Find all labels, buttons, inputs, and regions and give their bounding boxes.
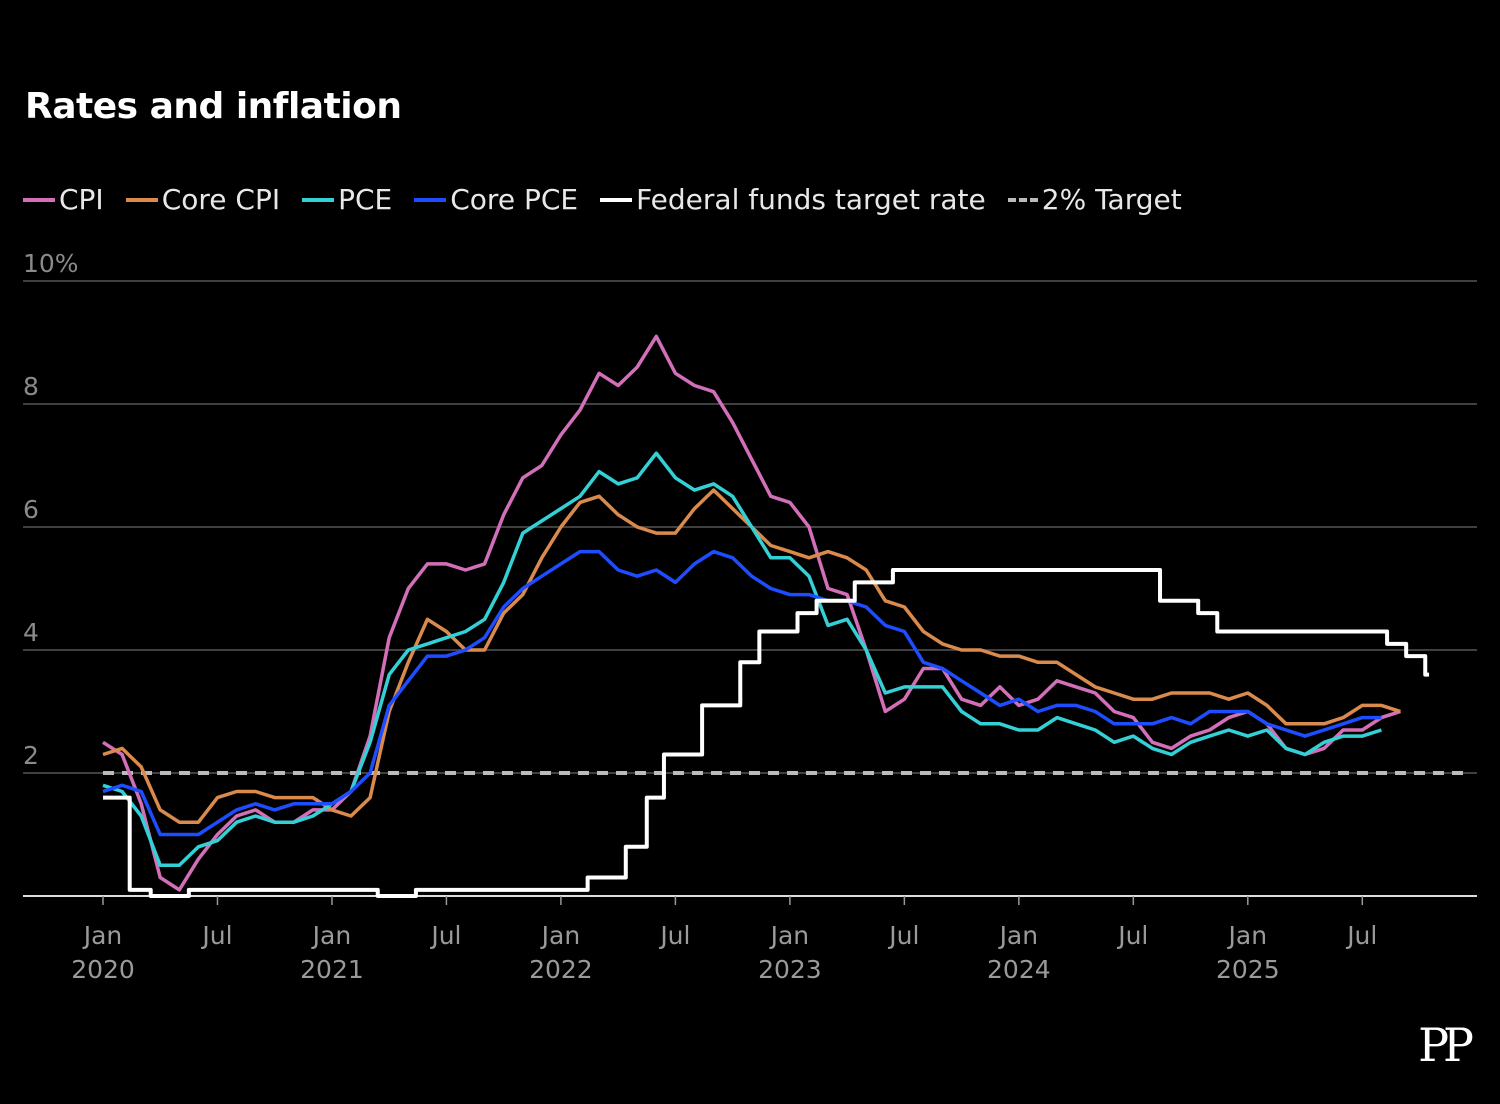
x-tick-label: Jan [1227, 921, 1268, 950]
x-tick-label: Jan [82, 921, 123, 950]
x-tick-label: Jul [658, 921, 690, 950]
x-tick-label-year: 2021 [300, 955, 364, 984]
chart-title: Rates and inflation [25, 86, 402, 127]
legend-swatch [302, 197, 335, 202]
legend-swatch [600, 197, 633, 202]
legend-label: Core PCE [450, 183, 579, 216]
legend-item: Core PCE [414, 183, 578, 216]
x-tick-label: Jul [1345, 921, 1377, 950]
y-tick-label: 8 [23, 372, 39, 401]
pce-line [102, 451, 1382, 868]
legend-swatch [414, 197, 447, 202]
x-tick-label: Jul [200, 921, 232, 950]
x-tick-label-year: 2024 [987, 955, 1051, 984]
legend-item: 2% Target [1007, 183, 1182, 216]
y-tick-label: 2 [23, 741, 39, 770]
legend-item: PCE [302, 183, 392, 216]
x-tick-label-year: 2022 [529, 955, 593, 984]
y-tick-label: 10% [23, 249, 79, 278]
legend-item: Core CPI [125, 183, 281, 216]
publisher-logo: PP [1418, 1018, 1474, 1072]
x-tick-label-year: 2025 [1216, 955, 1280, 984]
legend-item: Federal funds target rate [600, 183, 986, 216]
x-tick-label: Jul [429, 921, 461, 950]
x-tick-label: Jul [1116, 921, 1148, 950]
legend-label: Federal funds target rate [636, 183, 986, 216]
x-tick-label-year: 2023 [758, 955, 822, 984]
x-tick-label: Jan [311, 921, 352, 950]
x-tick-label: Jul [887, 921, 919, 950]
x-tick-label: Jan [540, 921, 581, 950]
x-tick-label: Jan [769, 921, 810, 950]
legend-item: CPI [23, 183, 104, 216]
y-tick-label: 4 [23, 618, 39, 647]
x-tick-label-year: 2020 [71, 955, 135, 984]
legend-label: CPI [59, 183, 104, 216]
core-pce-line [102, 549, 1382, 837]
y-tick-label: 6 [23, 495, 39, 524]
legend-swatch [1007, 197, 1038, 202]
legend: CPI Core CPI PCE Core PCE Federal funds targ… [23, 183, 1182, 216]
legend-label: PCE [338, 183, 393, 216]
legend-label: 2% Target [1041, 183, 1182, 216]
legend-swatch [23, 197, 55, 202]
legend-swatch [125, 197, 158, 202]
x-tick-label: Jan [998, 921, 1039, 950]
federal-funds-target-rate-line [103, 568, 1430, 898]
legend-label: Core CPI [161, 183, 281, 216]
